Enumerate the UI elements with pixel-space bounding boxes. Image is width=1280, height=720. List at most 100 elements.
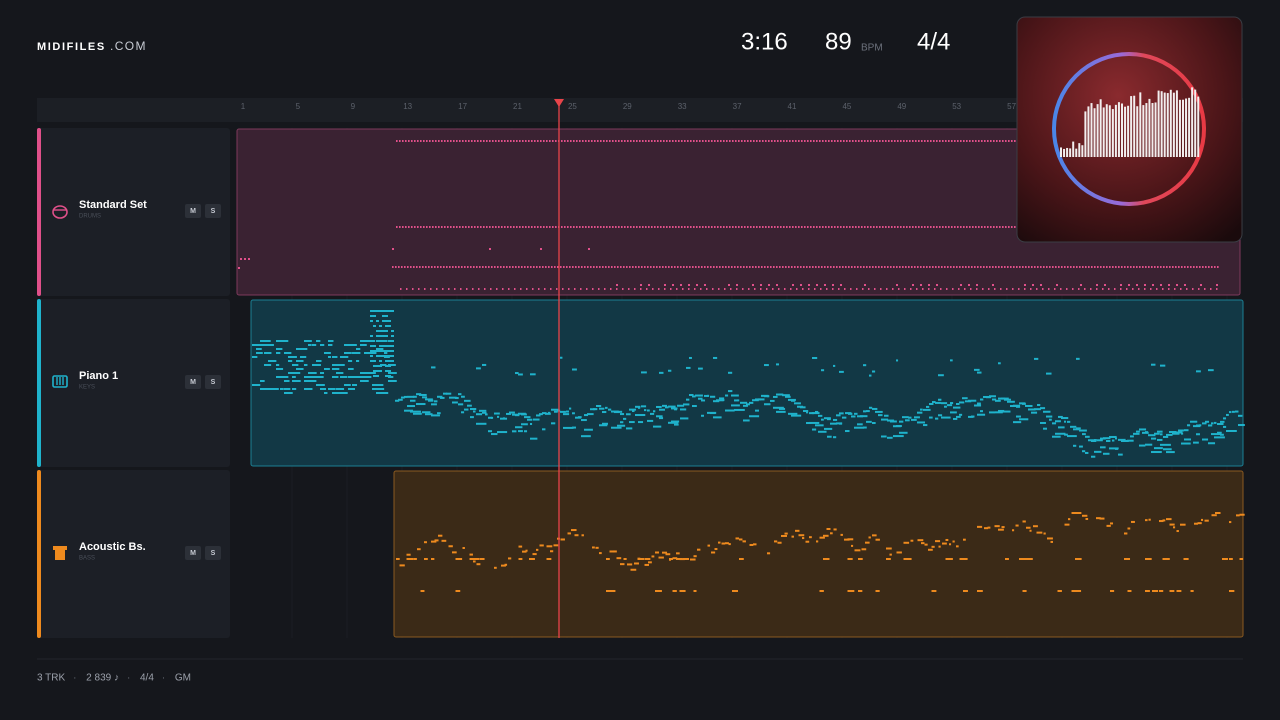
note	[749, 401, 754, 404]
note	[425, 413, 433, 416]
note	[416, 403, 426, 406]
note	[977, 266, 979, 268]
note	[812, 357, 818, 360]
note	[617, 410, 623, 413]
note	[980, 266, 982, 268]
note	[616, 557, 622, 560]
note	[816, 284, 818, 286]
note	[629, 266, 631, 268]
note	[1094, 439, 1097, 442]
note	[777, 140, 779, 142]
note	[942, 226, 944, 228]
note	[813, 226, 815, 228]
note	[512, 266, 514, 268]
note	[379, 310, 382, 312]
note	[832, 284, 834, 286]
note	[898, 288, 900, 290]
note	[486, 140, 488, 142]
note	[957, 140, 959, 142]
note	[514, 288, 516, 290]
note	[495, 140, 497, 142]
note	[268, 360, 277, 362]
note	[992, 398, 997, 401]
note	[750, 140, 752, 142]
note	[385, 310, 388, 312]
solo-label[interactable]: S	[211, 550, 216, 557]
note	[823, 558, 829, 560]
note	[388, 355, 391, 357]
solo-button[interactable]	[205, 375, 221, 389]
note	[710, 266, 712, 268]
note	[845, 266, 847, 268]
note	[284, 352, 290, 354]
note	[972, 226, 974, 228]
note	[508, 288, 510, 290]
note	[530, 373, 536, 376]
note	[922, 288, 924, 290]
mute-button[interactable]	[185, 204, 201, 218]
note	[470, 416, 474, 419]
note	[530, 437, 538, 440]
note	[809, 412, 815, 415]
note	[348, 388, 353, 390]
note	[710, 412, 716, 415]
note	[785, 266, 787, 268]
note	[431, 558, 435, 560]
note	[921, 226, 923, 228]
mute-label[interactable]: M	[190, 208, 196, 215]
note	[528, 140, 530, 142]
note	[838, 288, 840, 290]
note	[288, 356, 297, 358]
solo-label[interactable]: S	[211, 379, 216, 386]
solo-label[interactable]: S	[211, 208, 216, 215]
solo-button[interactable]	[205, 204, 221, 218]
note	[438, 226, 440, 228]
note	[950, 402, 954, 405]
note	[404, 409, 414, 412]
note	[959, 413, 963, 416]
note	[352, 388, 356, 390]
note	[437, 266, 439, 268]
note	[978, 140, 980, 142]
note	[747, 140, 749, 142]
note	[774, 540, 778, 543]
note	[728, 371, 733, 374]
note	[818, 414, 823, 417]
note	[794, 266, 796, 268]
note	[1088, 266, 1090, 268]
note	[713, 266, 715, 268]
note	[807, 140, 809, 142]
note	[826, 527, 831, 530]
note	[392, 266, 394, 268]
mute-button[interactable]	[185, 546, 201, 560]
note	[1040, 266, 1042, 268]
note	[690, 140, 692, 142]
keys-icon	[52, 375, 68, 388]
art-bar	[1142, 105, 1145, 157]
mute-label[interactable]: M	[190, 550, 196, 557]
note	[784, 288, 786, 290]
note	[952, 288, 954, 290]
note	[701, 266, 703, 268]
note	[388, 350, 391, 352]
note	[477, 140, 479, 142]
note	[1124, 440, 1129, 442]
note	[376, 384, 384, 386]
note	[1211, 422, 1214, 425]
note	[560, 266, 562, 268]
note	[885, 226, 887, 228]
note	[966, 226, 968, 228]
note	[1162, 288, 1164, 290]
note	[442, 288, 444, 290]
note	[659, 408, 665, 411]
mute-button[interactable]	[185, 375, 201, 389]
solo-button[interactable]	[205, 546, 221, 560]
note	[704, 394, 709, 397]
note	[276, 364, 280, 366]
note	[525, 140, 527, 142]
note	[544, 288, 546, 290]
mute-label[interactable]: M	[190, 379, 196, 386]
note	[582, 140, 584, 142]
note	[978, 226, 980, 228]
note	[903, 226, 905, 228]
